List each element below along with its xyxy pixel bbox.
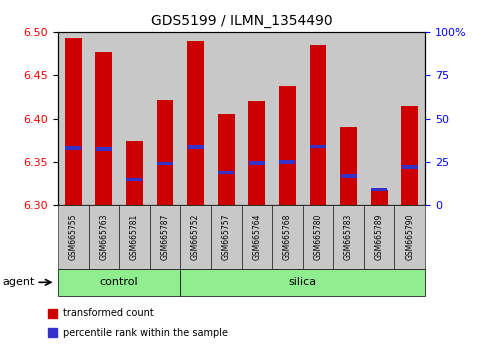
Bar <box>187 145 204 149</box>
Bar <box>272 32 303 205</box>
Text: GSM665789: GSM665789 <box>375 214 384 261</box>
Text: GSM665783: GSM665783 <box>344 214 353 261</box>
Bar <box>58 32 88 205</box>
Bar <box>303 32 333 205</box>
Bar <box>65 146 81 150</box>
Bar <box>310 144 326 148</box>
Bar <box>96 147 112 151</box>
Bar <box>156 101 173 205</box>
Bar <box>310 144 326 148</box>
Bar <box>249 161 265 165</box>
Bar <box>248 101 265 205</box>
Text: GSM665757: GSM665757 <box>222 214 231 261</box>
Bar <box>211 32 242 205</box>
Bar <box>371 188 387 192</box>
Text: silica: silica <box>289 277 317 287</box>
Text: GSM665787: GSM665787 <box>160 214 170 261</box>
Bar <box>157 162 173 165</box>
Bar <box>279 86 296 205</box>
Bar <box>65 146 81 150</box>
Bar <box>249 161 265 165</box>
Bar <box>119 32 150 205</box>
Bar <box>242 32 272 205</box>
Text: GSM665790: GSM665790 <box>405 214 414 261</box>
Bar <box>402 165 418 169</box>
Bar <box>279 160 296 164</box>
Bar <box>218 171 234 174</box>
Text: GSM665780: GSM665780 <box>313 214 323 261</box>
Bar <box>127 178 142 181</box>
Bar <box>187 40 204 205</box>
Text: agent: agent <box>2 277 35 287</box>
Bar <box>402 165 418 169</box>
Bar <box>180 32 211 205</box>
Bar <box>340 127 357 205</box>
Bar <box>371 190 387 205</box>
Text: GSM665764: GSM665764 <box>252 214 261 261</box>
Bar <box>310 45 327 205</box>
Bar <box>187 40 204 205</box>
Bar <box>218 114 235 205</box>
Text: GSM665768: GSM665768 <box>283 214 292 261</box>
Bar <box>96 52 112 205</box>
Bar <box>371 190 387 205</box>
Bar <box>127 178 142 181</box>
Bar <box>279 86 296 205</box>
Bar <box>310 45 327 205</box>
Bar <box>248 101 265 205</box>
Bar <box>156 101 173 205</box>
Text: GSM665755: GSM665755 <box>69 214 78 261</box>
Bar <box>126 141 143 205</box>
Bar <box>218 114 235 205</box>
Bar <box>279 160 296 164</box>
Text: GSM665763: GSM665763 <box>99 214 108 261</box>
Bar <box>218 171 234 174</box>
Bar <box>65 38 82 205</box>
Title: GDS5199 / ILMN_1354490: GDS5199 / ILMN_1354490 <box>151 14 332 28</box>
Text: GSM665752: GSM665752 <box>191 214 200 261</box>
Bar <box>401 107 418 205</box>
Bar <box>364 32 395 205</box>
Bar <box>96 147 112 151</box>
Bar <box>340 127 357 205</box>
Bar <box>88 32 119 205</box>
Bar <box>333 32 364 205</box>
Bar <box>150 32 180 205</box>
Bar <box>96 52 112 205</box>
Text: percentile rank within the sample: percentile rank within the sample <box>63 328 228 338</box>
Bar <box>371 188 387 192</box>
Bar <box>401 107 418 205</box>
Bar <box>341 174 356 178</box>
Bar <box>126 141 143 205</box>
Text: control: control <box>100 277 139 287</box>
Bar <box>187 145 204 149</box>
Text: transformed count: transformed count <box>63 308 154 318</box>
Bar <box>395 32 425 205</box>
Bar <box>341 174 356 178</box>
Text: GSM665781: GSM665781 <box>130 214 139 260</box>
Bar <box>157 162 173 165</box>
Bar <box>65 38 82 205</box>
